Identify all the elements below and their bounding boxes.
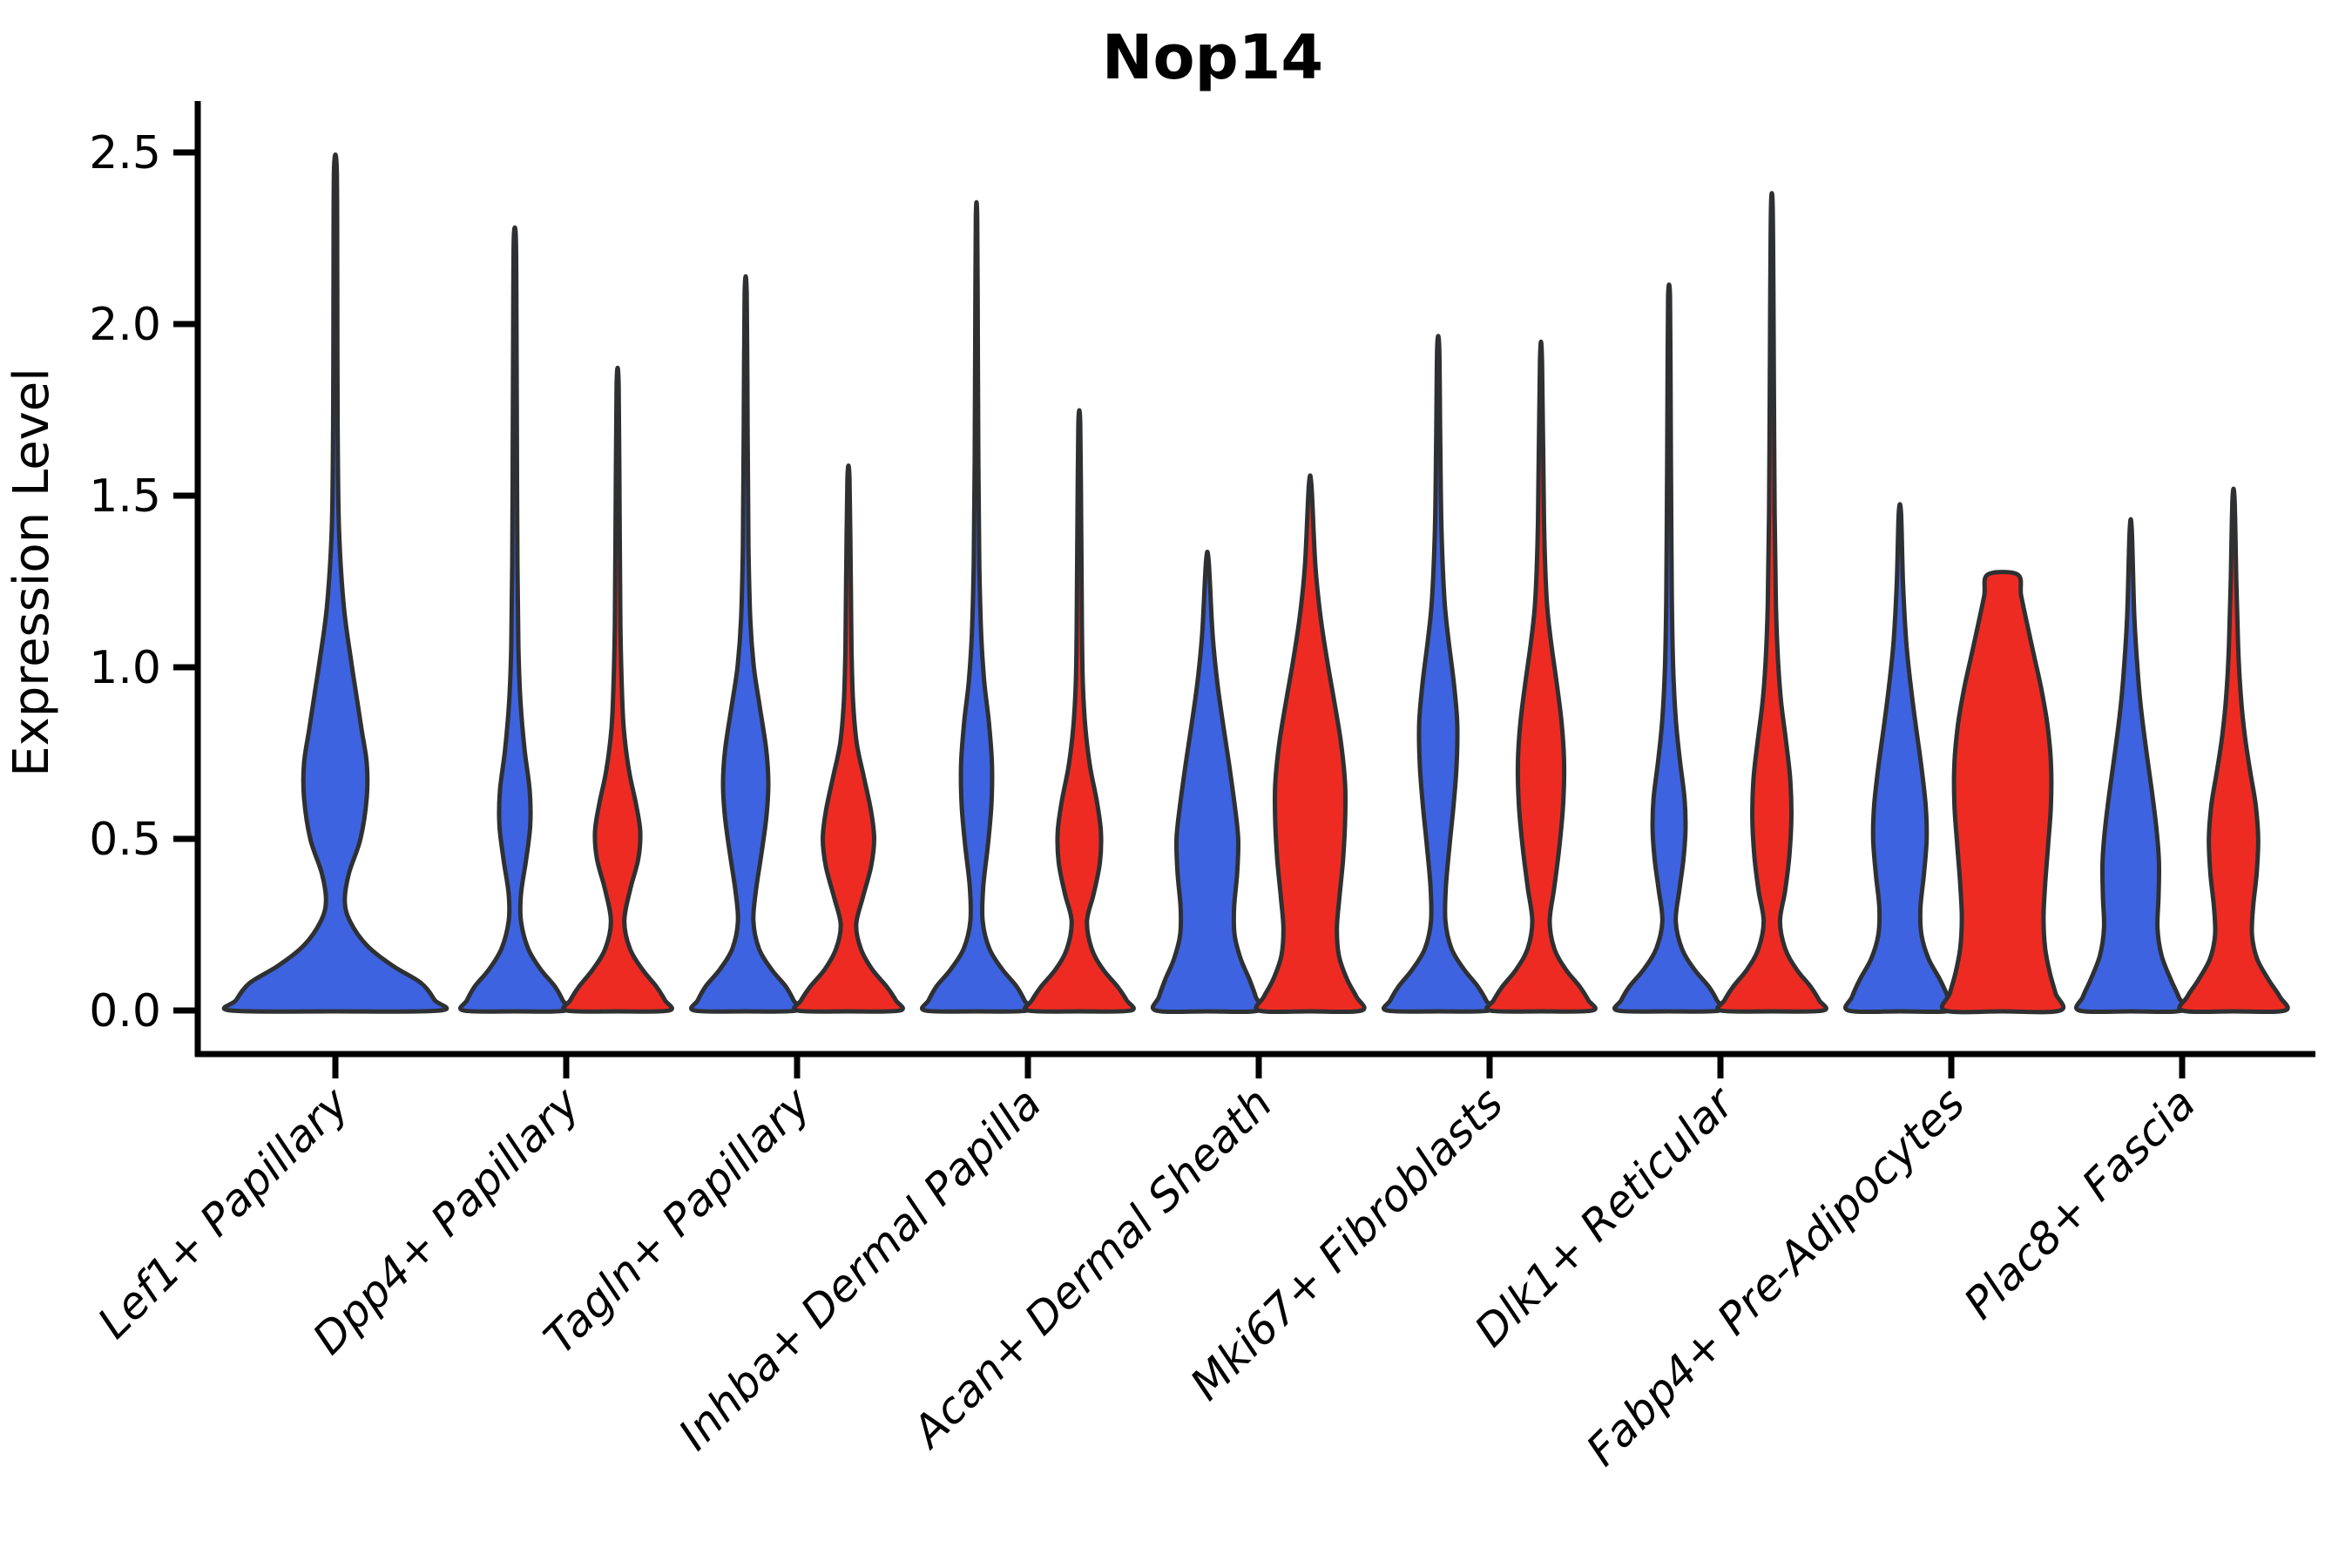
chart-title: Nop14 [1102,22,1323,93]
violin-8-blue [2074,517,2187,1015]
x-tick-label-0: Lef1+ Papillary [88,1077,359,1348]
violin-2-blue [689,274,802,1014]
y-tick-label-3: 1.5 [89,470,161,523]
y-tick-label-4: 2.0 [89,299,161,351]
violin-1-red [561,365,674,1014]
violin-5-blue [1381,334,1496,1014]
violin-3-red [1023,408,1136,1014]
y-tick-label-1: 0.5 [89,814,161,866]
axes-layer [173,101,2315,1078]
violin-7-red [1939,570,2066,1015]
y-tick-label-5: 2.5 [89,127,161,179]
x-tick-label-8: Plac8+ Fascia [1955,1078,2206,1328]
violin-4-red [1254,473,1367,1015]
y-tick-label-0: 0.0 [89,985,161,1037]
violin-8-red [2177,486,2290,1015]
violin-5-red [1484,339,1598,1014]
y-tick-label-2: 1.0 [89,642,161,694]
violin-1-blue [458,225,571,1014]
violin-4-blue [1150,550,1265,1015]
violin-layer [221,152,2290,1015]
x-tick-label-7: Fabp4+ Pre-Adipocytes [1577,1078,1975,1476]
violin-6-red [1715,191,1828,1014]
violin-6-blue [1612,282,1727,1014]
violin-2-red [792,463,905,1014]
violin-7-blue [1843,502,1957,1015]
violin-0-blue [221,152,449,1014]
y-axis-label: Expression Level [3,368,60,777]
violin-3-blue [920,199,1033,1014]
